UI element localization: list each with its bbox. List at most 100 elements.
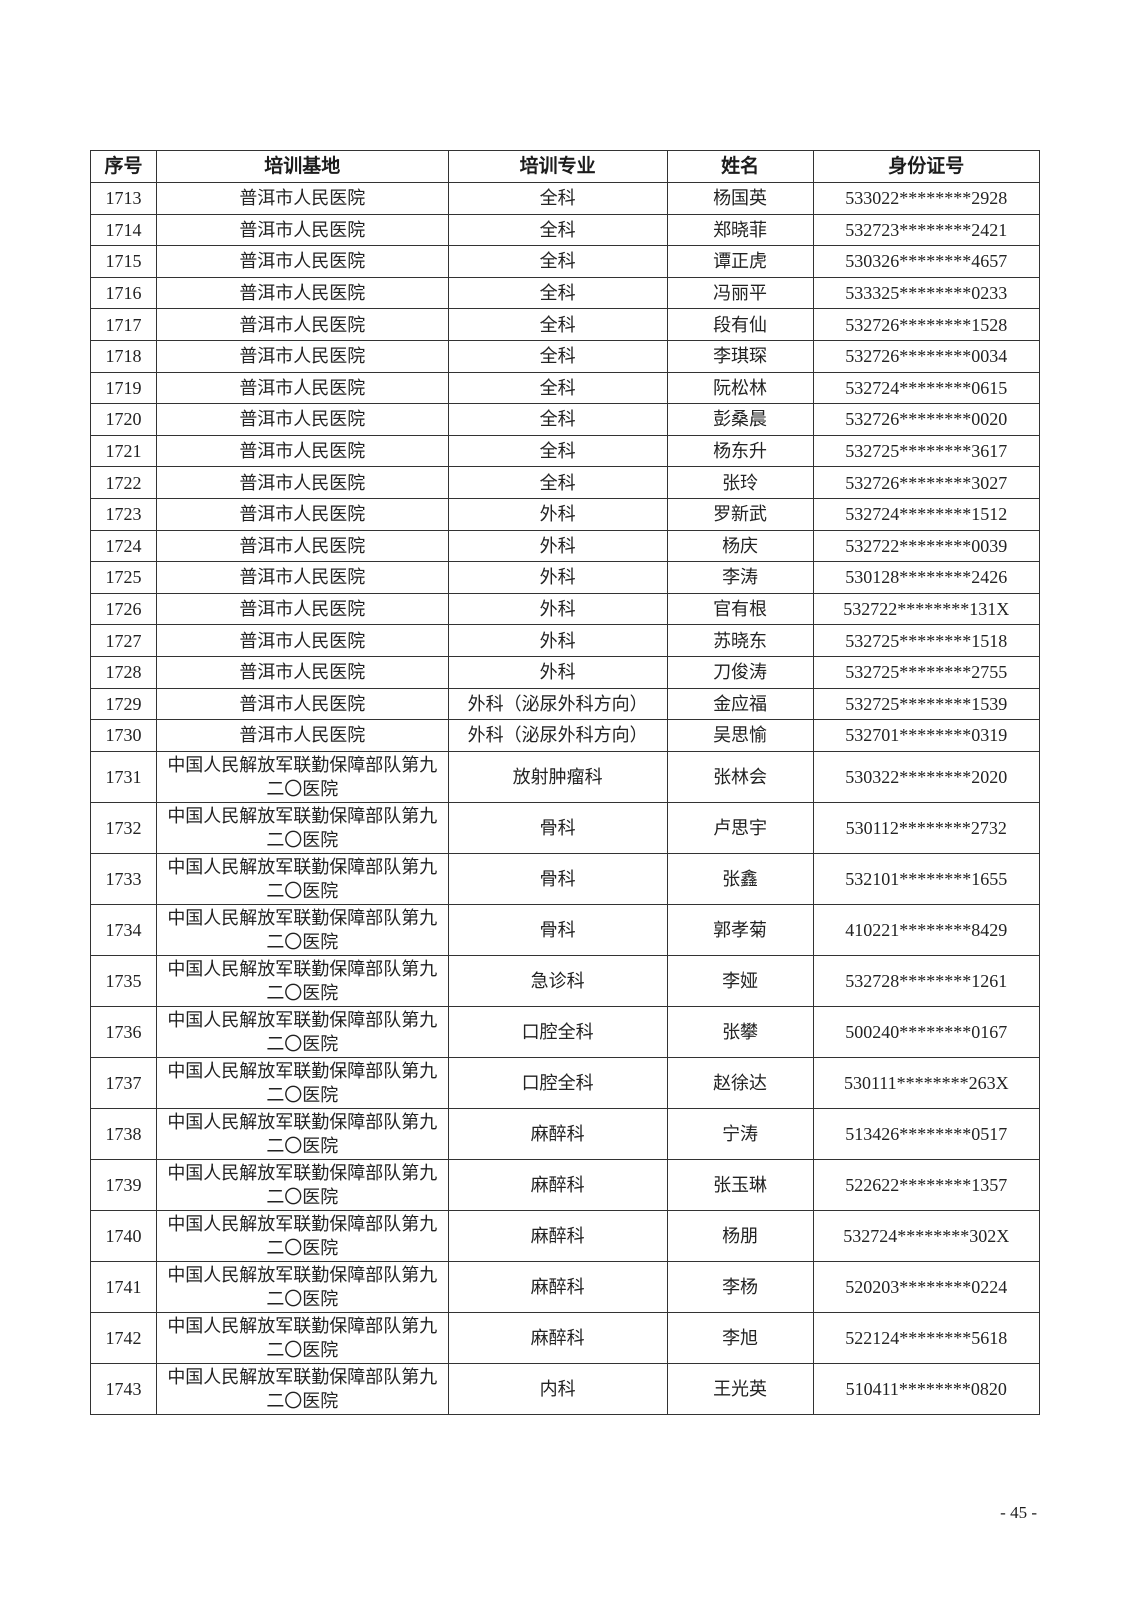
cell-training-base: 中国人民解放军联勤保障部队第九二〇医院 <box>155 954 449 1007</box>
cell-training-specialty: 全科 <box>447 339 668 373</box>
cell-training-base: 中国人民解放军联勤保障部队第九二〇医院 <box>155 801 449 854</box>
cell-trainee-name: 张玉琳 <box>666 1158 814 1211</box>
cell-serial-number: 1730 <box>90 719 157 752</box>
cell-id-number: 532726********3027 <box>812 466 1041 499</box>
cell-trainee-name: 吴思愉 <box>666 719 814 752</box>
cell-training-specialty: 外科（泌尿外科方向） <box>447 719 668 752</box>
cell-serial-number: 1725 <box>90 561 157 594</box>
column-header: 身份证号 <box>812 150 1041 183</box>
cell-training-specialty: 全科 <box>447 182 668 215</box>
cell-serial-number: 1719 <box>90 371 157 405</box>
cell-id-number: 530326********4657 <box>812 245 1041 278</box>
cell-trainee-name: 段有仙 <box>666 308 814 341</box>
cell-training-base: 普洱市人民医院 <box>155 213 449 247</box>
cell-trainee-name: 李娅 <box>666 954 814 1007</box>
cell-training-specialty: 外科 <box>447 529 668 563</box>
cell-training-base: 普洱市人民医院 <box>155 339 449 373</box>
cell-serial-number: 1742 <box>90 1311 157 1364</box>
cell-training-specialty: 全科 <box>447 213 668 247</box>
cell-trainee-name: 罗新武 <box>666 497 814 531</box>
cell-training-base: 普洱市人民医院 <box>155 466 449 499</box>
table-row: 1732 中国人民解放军联勤保障部队第九二〇医院 骨科 卢思宇 530112******… <box>90 801 1041 854</box>
cell-training-base: 普洱市人民医院 <box>155 624 449 657</box>
column-header: 培训基地 <box>155 150 449 183</box>
cell-training-base: 普洱市人民医院 <box>155 182 449 215</box>
table-row: 1743 中国人民解放军联勤保障部队第九二〇医院 内科 王光英 510411******… <box>90 1362 1041 1415</box>
table-row: 1731 中国人民解放军联勤保障部队第九二〇医院 放射肿瘤科 张林会 530322***… <box>90 750 1041 803</box>
cell-training-base: 中国人民解放军联勤保障部队第九二〇医院 <box>155 903 449 956</box>
cell-serial-number: 1714 <box>90 213 157 247</box>
cell-id-number: 533325********0233 <box>812 276 1041 310</box>
table-row: 1719 普洱市人民医院 全科 阮松林 532724********0615 <box>90 371 1041 405</box>
cell-trainee-name: 李杨 <box>666 1260 814 1313</box>
cell-training-base: 普洱市人民医院 <box>155 592 449 626</box>
cell-training-specialty: 外科 <box>447 497 668 531</box>
cell-trainee-name: 郭孝菊 <box>666 903 814 956</box>
cell-id-number: 532722********0039 <box>812 529 1041 563</box>
table-row: 1722 普洱市人民医院 全科 张玲 532726********3027 <box>90 466 1041 499</box>
table-row: 1735 中国人民解放军联勤保障部队第九二〇医院 急诊科 李娅 532728******… <box>90 954 1041 1007</box>
cell-training-base: 中国人民解放军联勤保障部队第九二〇医院 <box>155 1056 449 1109</box>
cell-trainee-name: 宁涛 <box>666 1107 814 1160</box>
cell-serial-number: 1733 <box>90 852 157 905</box>
cell-training-base: 普洱市人民医院 <box>155 434 449 468</box>
cell-training-specialty: 全科 <box>447 434 668 468</box>
cell-id-number: 513426********0517 <box>812 1107 1041 1160</box>
cell-training-base: 中国人民解放军联勤保障部队第九二〇医院 <box>155 1209 449 1262</box>
cell-training-specialty: 内科 <box>447 1362 668 1415</box>
cell-trainee-name: 李琪琛 <box>666 339 814 373</box>
table-row: 1738 中国人民解放军联勤保障部队第九二〇医院 麻醉科 宁涛 513426******… <box>90 1107 1041 1160</box>
cell-serial-number: 1738 <box>90 1107 157 1160</box>
cell-training-base: 普洱市人民医院 <box>155 529 449 563</box>
table-row: 1734 中国人民解放军联勤保障部队第九二〇医院 骨科 郭孝菊 410221******… <box>90 903 1041 956</box>
cell-serial-number: 1724 <box>90 529 157 563</box>
table-body: 1713 普洱市人民医院 全科 杨国英 533022********2928 1714 普洱… <box>90 182 1041 1415</box>
cell-id-number: 532723********2421 <box>812 213 1041 247</box>
table-row: 1733 中国人民解放军联勤保障部队第九二〇医院 骨科 张鑫 532101*******… <box>90 852 1041 905</box>
cell-training-specialty: 麻醉科 <box>447 1311 668 1364</box>
cell-serial-number: 1718 <box>90 339 157 373</box>
table-row: 1742 中国人民解放军联勤保障部队第九二〇医院 麻醉科 李旭 522124******… <box>90 1311 1041 1364</box>
cell-serial-number: 1737 <box>90 1056 157 1109</box>
cell-trainee-name: 李涛 <box>666 561 814 594</box>
cell-id-number: 530322********2020 <box>812 750 1041 803</box>
table-row: 1713 普洱市人民医院 全科 杨国英 533022********2928 <box>90 182 1041 215</box>
table-row: 1736 中国人民解放军联勤保障部队第九二〇医院 口腔全科 张攀 500240*****… <box>90 1005 1041 1058</box>
table-row: 1724 普洱市人民医院 外科 杨庆 532722********0039 <box>90 529 1041 563</box>
column-header: 培训专业 <box>447 150 668 183</box>
table-header-row: 序号 培训基地 培训专业 姓名 身份证号 <box>90 150 1041 183</box>
cell-id-number: 532726********0020 <box>812 403 1041 436</box>
cell-id-number: 532725********3617 <box>812 434 1041 468</box>
cell-id-number: 520203********0224 <box>812 1260 1041 1313</box>
table-row: 1714 普洱市人民医院 全科 郑晓菲 532723********2421 <box>90 213 1041 247</box>
cell-serial-number: 1743 <box>90 1362 157 1415</box>
table-row: 1715 普洱市人民医院 全科 谭正虎 530326********4657 <box>90 245 1041 278</box>
table-row: 1723 普洱市人民医院 外科 罗新武 532724********1512 <box>90 497 1041 531</box>
cell-id-number: 532101********1655 <box>812 852 1041 905</box>
cell-id-number: 532725********1539 <box>812 687 1041 721</box>
cell-id-number: 532701********0319 <box>812 719 1041 752</box>
table-row: 1741 中国人民解放军联勤保障部队第九二〇医院 麻醉科 李杨 520203******… <box>90 1260 1041 1313</box>
cell-id-number: 530111********263X <box>812 1056 1041 1109</box>
cell-id-number: 532725********2755 <box>812 655 1041 689</box>
cell-trainee-name: 张攀 <box>666 1005 814 1058</box>
table-row: 1739 中国人民解放军联勤保障部队第九二〇医院 麻醉科 张玉琳 522622*****… <box>90 1158 1041 1211</box>
cell-training-base: 普洱市人民医院 <box>155 276 449 310</box>
cell-training-base: 中国人民解放军联勤保障部队第九二〇医院 <box>155 1158 449 1211</box>
cell-trainee-name: 苏晓东 <box>666 624 814 657</box>
cell-serial-number: 1722 <box>90 466 157 499</box>
cell-training-specialty: 麻醉科 <box>447 1260 668 1313</box>
cell-id-number: 532724********302X <box>812 1209 1041 1262</box>
cell-trainee-name: 卢思宇 <box>666 801 814 854</box>
cell-training-specialty: 口腔全科 <box>447 1056 668 1109</box>
cell-training-specialty: 外科 <box>447 592 668 626</box>
cell-serial-number: 1734 <box>90 903 157 956</box>
cell-id-number: 532726********1528 <box>812 308 1041 341</box>
cell-id-number: 532728********1261 <box>812 954 1041 1007</box>
cell-trainee-name: 张鑫 <box>666 852 814 905</box>
cell-serial-number: 1729 <box>90 687 157 721</box>
cell-training-specialty: 全科 <box>447 371 668 405</box>
cell-serial-number: 1727 <box>90 624 157 657</box>
cell-trainee-name: 金应福 <box>666 687 814 721</box>
